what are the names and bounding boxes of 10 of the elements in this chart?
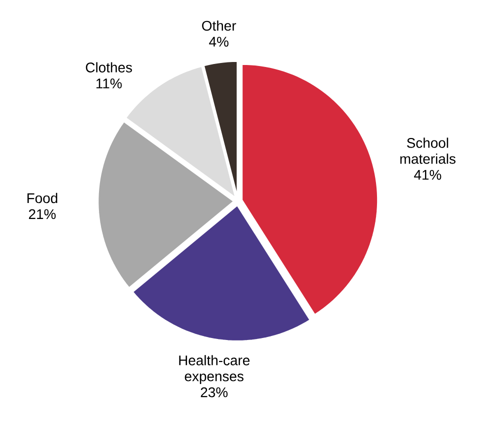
- slice-label: Health-care expenses: [179, 355, 250, 384]
- slice-label: Other: [202, 20, 236, 31]
- data-label: 4%: [209, 36, 228, 47]
- data-label: 21%: [28, 209, 56, 220]
- data-label: 11%: [96, 78, 122, 88]
- data-label: 41%: [414, 170, 442, 180]
- slice-label: School materials: [400, 138, 456, 164]
- slice-label: Food: [27, 192, 58, 204]
- slice-label: Clothes: [86, 62, 132, 72]
- data-label: 23%: [200, 387, 228, 398]
